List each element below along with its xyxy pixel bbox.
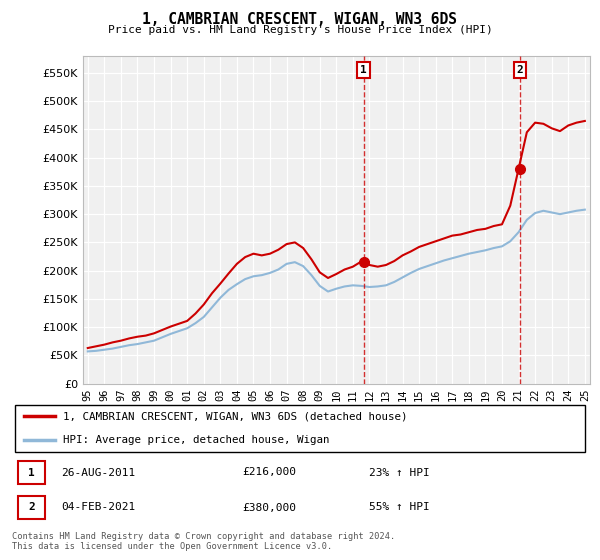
Text: 26-AUG-2011: 26-AUG-2011: [61, 468, 135, 478]
Text: 23% ↑ HPI: 23% ↑ HPI: [369, 468, 430, 478]
Text: £216,000: £216,000: [242, 468, 296, 478]
Text: 1, CAMBRIAN CRESCENT, WIGAN, WN3 6DS: 1, CAMBRIAN CRESCENT, WIGAN, WN3 6DS: [143, 12, 458, 27]
Text: Price paid vs. HM Land Registry's House Price Index (HPI): Price paid vs. HM Land Registry's House …: [107, 25, 493, 35]
Text: £380,000: £380,000: [242, 502, 296, 512]
Text: 2: 2: [28, 502, 35, 512]
Text: 1, CAMBRIAN CRESCENT, WIGAN, WN3 6DS (detached house): 1, CAMBRIAN CRESCENT, WIGAN, WN3 6DS (de…: [62, 411, 407, 421]
FancyBboxPatch shape: [18, 496, 46, 520]
Text: 2: 2: [517, 65, 523, 74]
Text: Contains HM Land Registry data © Crown copyright and database right 2024.
This d: Contains HM Land Registry data © Crown c…: [12, 532, 395, 552]
Text: HPI: Average price, detached house, Wigan: HPI: Average price, detached house, Wiga…: [62, 436, 329, 446]
Text: 04-FEB-2021: 04-FEB-2021: [61, 502, 135, 512]
Text: 1: 1: [360, 65, 367, 74]
Text: 1: 1: [28, 468, 35, 478]
Text: 55% ↑ HPI: 55% ↑ HPI: [369, 502, 430, 512]
FancyBboxPatch shape: [18, 460, 46, 484]
FancyBboxPatch shape: [15, 405, 585, 451]
